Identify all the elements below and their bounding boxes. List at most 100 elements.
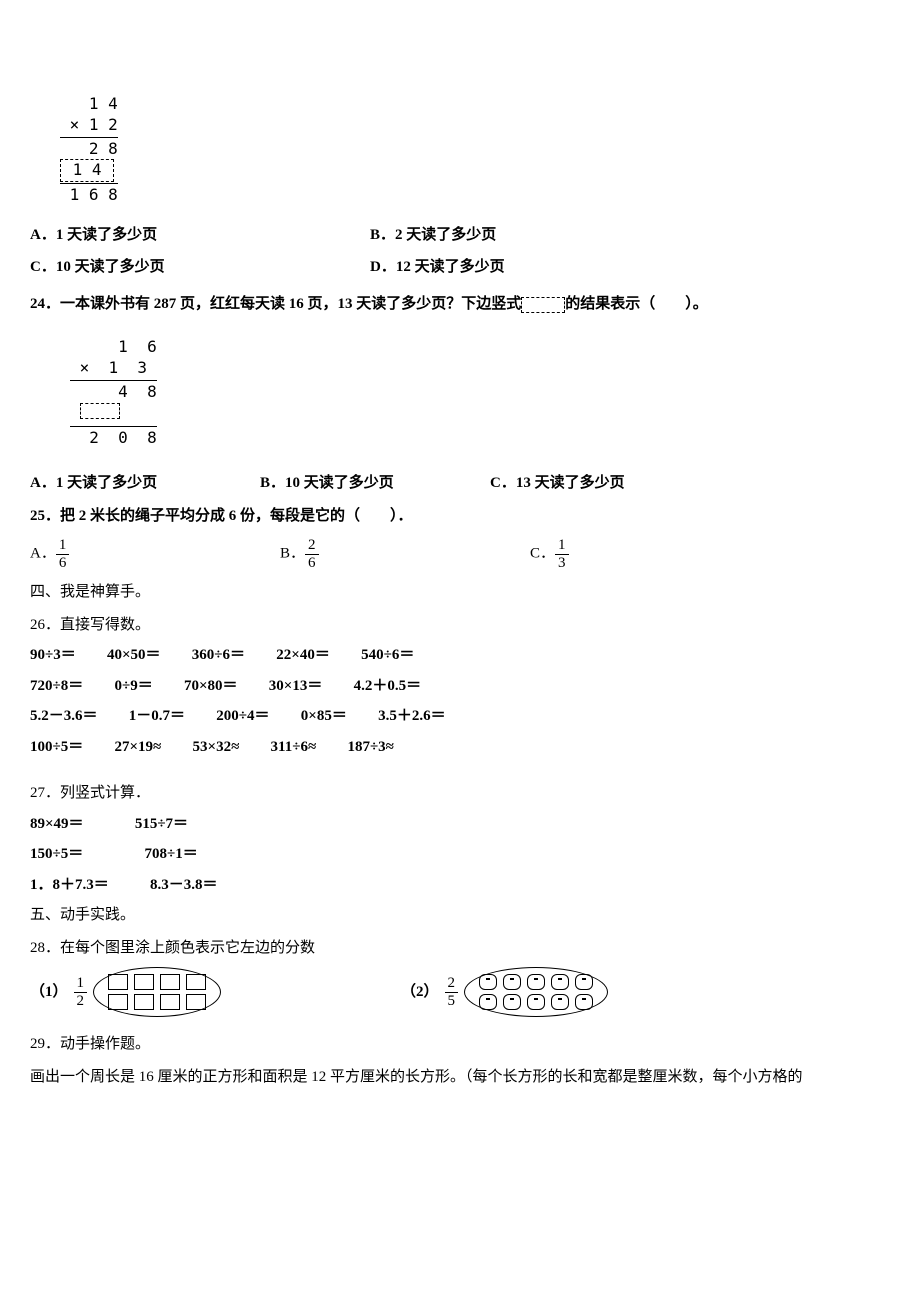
q29-text: 画出一个周长是 16 厘米的正方形和面积是 12 平方厘米的长方形。（每个长方形… <box>30 1066 890 1089</box>
q28-p1-num: 1 <box>74 975 88 993</box>
q25-text: 25．把 2 米长的绳子平均分成 6 份，每段是它的（ ）． <box>30 505 890 528</box>
q26-row2: 720÷8＝ 0÷9＝ 70×80＝ 30×13＝ 4.2＋0.5＝ <box>30 675 890 698</box>
square-shape <box>134 994 154 1010</box>
square-shape <box>160 974 180 990</box>
calc1-row2: × 1 2 <box>60 115 118 136</box>
calc2-line1 <box>70 380 157 381</box>
q24-option-a: A．1 天读了多少页 <box>30 472 260 495</box>
q24-text-b: 的结果表示（ ）。 <box>565 296 708 312</box>
q28-p1-fraction: 12 <box>74 975 88 1009</box>
q27-r1-1: 515÷7＝ <box>135 813 188 836</box>
q28-oval1-row1 <box>108 974 206 990</box>
q26-r2-4: 4.2＋0.5＝ <box>354 675 422 698</box>
square-shape <box>108 994 128 1010</box>
q27-title: 27．列竖式计算． <box>30 782 890 805</box>
q26-r3-0: 5.2－3.6＝ <box>30 705 98 728</box>
q28-oval1-inner <box>108 974 206 1010</box>
rounded-shape <box>527 974 545 990</box>
q27-row3: 1．8＋7.3＝ 8.3－3.8＝ <box>30 874 890 897</box>
calc1-dashed-box: 1 4 <box>60 159 114 182</box>
calc2-row3: 4 8 <box>70 382 157 403</box>
calc1-line2 <box>60 183 118 184</box>
rounded-shape <box>551 974 569 990</box>
q28-oval2 <box>464 967 608 1017</box>
vertical-calc-2: 1 6 × 1 3 4 8 2 0 8 <box>70 337 157 448</box>
q28-p2-num: 2 <box>445 975 459 993</box>
q26-r1-3: 22×40＝ <box>276 644 330 667</box>
q28-oval1-row2 <box>108 994 206 1010</box>
q26-r4-1: 27×19≈ <box>114 736 161 759</box>
section4-title: 四、我是神算手。 <box>30 581 890 604</box>
q25-c-label: C． <box>530 546 555 562</box>
q28-p2-den: 5 <box>445 993 459 1010</box>
q27-r3-0: 1．8＋7.3＝ <box>30 874 109 897</box>
q27-r2-1: 708÷1＝ <box>144 843 197 866</box>
q26-row1: 90÷3＝ 40×50＝ 360÷6＝ 22×40＝ 540÷6＝ <box>30 644 890 667</box>
q28-oval1 <box>93 967 221 1017</box>
q25-option-a: A．16 <box>30 537 280 571</box>
q26-row4: 100÷5＝ 27×19≈ 53×32≈ 311÷6≈ 187÷3≈ <box>30 736 890 759</box>
q26-r3-3: 0×85＝ <box>301 705 347 728</box>
q26-r1-1: 40×50＝ <box>107 644 161 667</box>
vertical-calc-1: 1 4 × 1 2 2 8 1 4 1 6 8 <box>60 94 118 206</box>
q23-option-b: B．2 天读了多少页 <box>370 224 496 247</box>
calc1-row3: 2 8 <box>60 139 118 160</box>
q26-r2-3: 30×13＝ <box>269 675 323 698</box>
rounded-shape <box>575 994 593 1010</box>
q26-r4-4: 187÷3≈ <box>347 736 393 759</box>
q26-r3-1: 1－0.7＝ <box>129 705 185 728</box>
q28-figure2: （2） 25 <box>401 967 608 1017</box>
q27-row2: 150÷5＝ 708÷1＝ <box>30 843 890 866</box>
q25-c-fraction: 13 <box>555 537 569 571</box>
q28-p1-label: （1） <box>30 981 68 1004</box>
q25-b-label: B． <box>280 546 305 562</box>
q28-oval2-inner <box>479 974 593 1010</box>
q27-r1-0: 89×49＝ <box>30 813 84 836</box>
q24-options: A．1 天读了多少页 B．10 天读了多少页 C．13 天读了多少页 <box>30 472 890 495</box>
q24-option-b: B．10 天读了多少页 <box>260 472 490 495</box>
q27-row1: 89×49＝ 515÷7＝ <box>30 813 890 836</box>
q25-a-den: 6 <box>56 555 70 572</box>
q24-text-a: 24．一本课外书有 287 页，红红每天读 16 页，13 天读了多少页？下边竖… <box>30 296 521 312</box>
calc2-line2 <box>70 426 157 427</box>
square-shape <box>186 974 206 990</box>
q28-figures: （1） 12 （2） 25 <box>30 967 890 1017</box>
q25-b-num: 2 <box>305 537 319 555</box>
rounded-shape <box>527 994 545 1010</box>
q29-title: 29．动手操作题。 <box>30 1033 890 1056</box>
q26-r1-2: 360÷6＝ <box>192 644 245 667</box>
q25-option-c: C．13 <box>530 537 569 571</box>
q26-r1-4: 540÷6＝ <box>361 644 414 667</box>
square-shape <box>108 974 128 990</box>
q26-r3-2: 200÷4＝ <box>216 705 269 728</box>
rounded-shape <box>479 994 497 1010</box>
q28-p2-fraction: 25 <box>445 975 459 1009</box>
q23-option-a: A．1 天读了多少页 <box>30 224 370 247</box>
q26-r3-4: 3.5＋2.6＝ <box>378 705 446 728</box>
q28-p1-den: 2 <box>74 993 88 1010</box>
q25-a-fraction: 16 <box>56 537 70 571</box>
q28-title: 28．在每个图里涂上颜色表示它左边的分数 <box>30 937 890 960</box>
calc1-line1 <box>60 137 118 138</box>
square-shape <box>186 994 206 1010</box>
q26-r4-2: 53×32≈ <box>193 736 240 759</box>
calc2-row1: 1 6 <box>70 337 157 358</box>
calc1-row5: 1 6 8 <box>60 185 118 206</box>
q28-oval2-row2 <box>479 994 593 1010</box>
rounded-shape <box>503 974 521 990</box>
square-shape <box>160 994 180 1010</box>
q26-title: 26．直接写得数。 <box>30 614 890 637</box>
q26-r2-0: 720÷8＝ <box>30 675 83 698</box>
calc2-dashed-box <box>80 403 120 419</box>
q23-options-row2: C．10 天读了多少页 D．12 天读了多少页 <box>30 256 890 279</box>
q25-a-label: A． <box>30 546 56 562</box>
q24-dashed-inline <box>521 297 565 313</box>
q25-c-num: 1 <box>555 537 569 555</box>
calc1-row1: 1 4 <box>60 94 118 115</box>
q25-option-b: B．26 <box>280 537 530 571</box>
q27-r3-1: 8.3－3.8＝ <box>150 874 218 897</box>
rounded-shape <box>575 974 593 990</box>
q23-options-row1: A．1 天读了多少页 B．2 天读了多少页 <box>30 224 890 247</box>
q24-option-c: C．13 天读了多少页 <box>490 472 625 495</box>
q26-r4-3: 311÷6≈ <box>271 736 317 759</box>
